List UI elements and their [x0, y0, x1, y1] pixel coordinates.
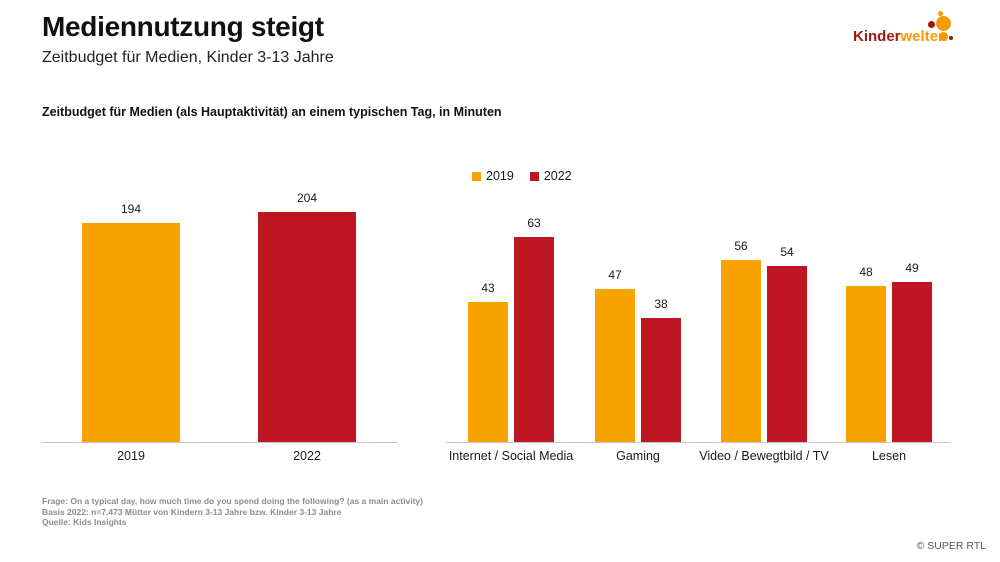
legend-label: 2019	[486, 169, 514, 183]
x-axis-line	[446, 442, 950, 443]
category-label: 2019	[117, 449, 145, 463]
legend-swatch-2022-icon	[529, 171, 539, 181]
bar-value-label: 54	[780, 245, 794, 259]
bar-value-label: 194	[120, 202, 142, 216]
total-media-time-chart: 2019 194 2022 204	[42, 180, 397, 463]
legend-item-2022: 2022	[529, 169, 572, 183]
page-title: Mediennutzung steigt	[42, 11, 324, 42]
logo-dot-medium-orange-icon	[939, 32, 948, 41]
category-label: Internet / Social Media	[448, 449, 574, 463]
bar-value-label: 38	[654, 297, 668, 311]
bar-2019	[468, 302, 508, 442]
x-axis-line	[42, 442, 397, 443]
logo-text: Kinderwelten	[853, 28, 947, 45]
category-label: Gaming	[616, 449, 660, 463]
bar-2019	[82, 223, 180, 442]
chart-heading: Zeitbudget für Medien (als Hauptaktivitä…	[42, 105, 502, 119]
bar-2022	[514, 237, 554, 442]
bar-value-label: 56	[734, 239, 748, 253]
footnotes: Frage: On a typical day, how much time d…	[42, 496, 423, 528]
logo-text-kinder: Kinder	[853, 28, 901, 45]
bar-value-label: 48	[859, 265, 873, 279]
footnote-frage: Frage: On a typical day, how much time d…	[42, 496, 423, 506]
logo-dot-red-icon	[928, 21, 935, 28]
bar-2019	[595, 289, 635, 442]
legend-swatch-2019-icon	[472, 171, 481, 181]
logo-dot-small-top-icon	[938, 11, 943, 16]
chart-legend: 2019 2022	[472, 169, 572, 183]
category-label: Lesen	[871, 449, 907, 463]
legend-item-2019: 2019	[472, 169, 514, 183]
footnote-basis: Basis 2022: n=7.473 Mütter von Kindern 3…	[42, 506, 342, 517]
category-label: Video / Bewegtbild / TV	[699, 449, 829, 463]
kinderwelten-logo: Kinderwelten	[853, 8, 965, 52]
bar-2019	[846, 286, 886, 442]
category-label: 2022	[293, 449, 321, 463]
copyright: © SUPER RTL	[916, 540, 986, 552]
logo-dot-tiny-red-icon	[949, 36, 953, 40]
media-categories-chart: Internet / Social Media 43 63 Gaming 47 38 Vid…	[446, 169, 950, 463]
bar-value-label: 49	[905, 261, 919, 275]
bar-2022	[641, 318, 681, 442]
page-subtitle: Zeitbudget für Medien, Kinder 3-13 Jahre	[42, 49, 334, 66]
bar-2022	[767, 266, 807, 442]
bar-value-label: 43	[481, 281, 495, 295]
bar-2019	[721, 260, 761, 442]
logo-text-welten: welten	[900, 28, 948, 45]
legend-label: 2022	[543, 169, 572, 183]
bar-2022	[258, 212, 356, 442]
bar-2022	[892, 282, 932, 442]
logo-dot-large-orange-icon	[936, 16, 951, 31]
bar-value-label: 204	[296, 191, 318, 205]
bar-value-label: 47	[608, 268, 622, 282]
bar-value-label: 63	[527, 216, 541, 230]
footnote-quelle: Quelle: Kids Insights	[42, 517, 127, 527]
